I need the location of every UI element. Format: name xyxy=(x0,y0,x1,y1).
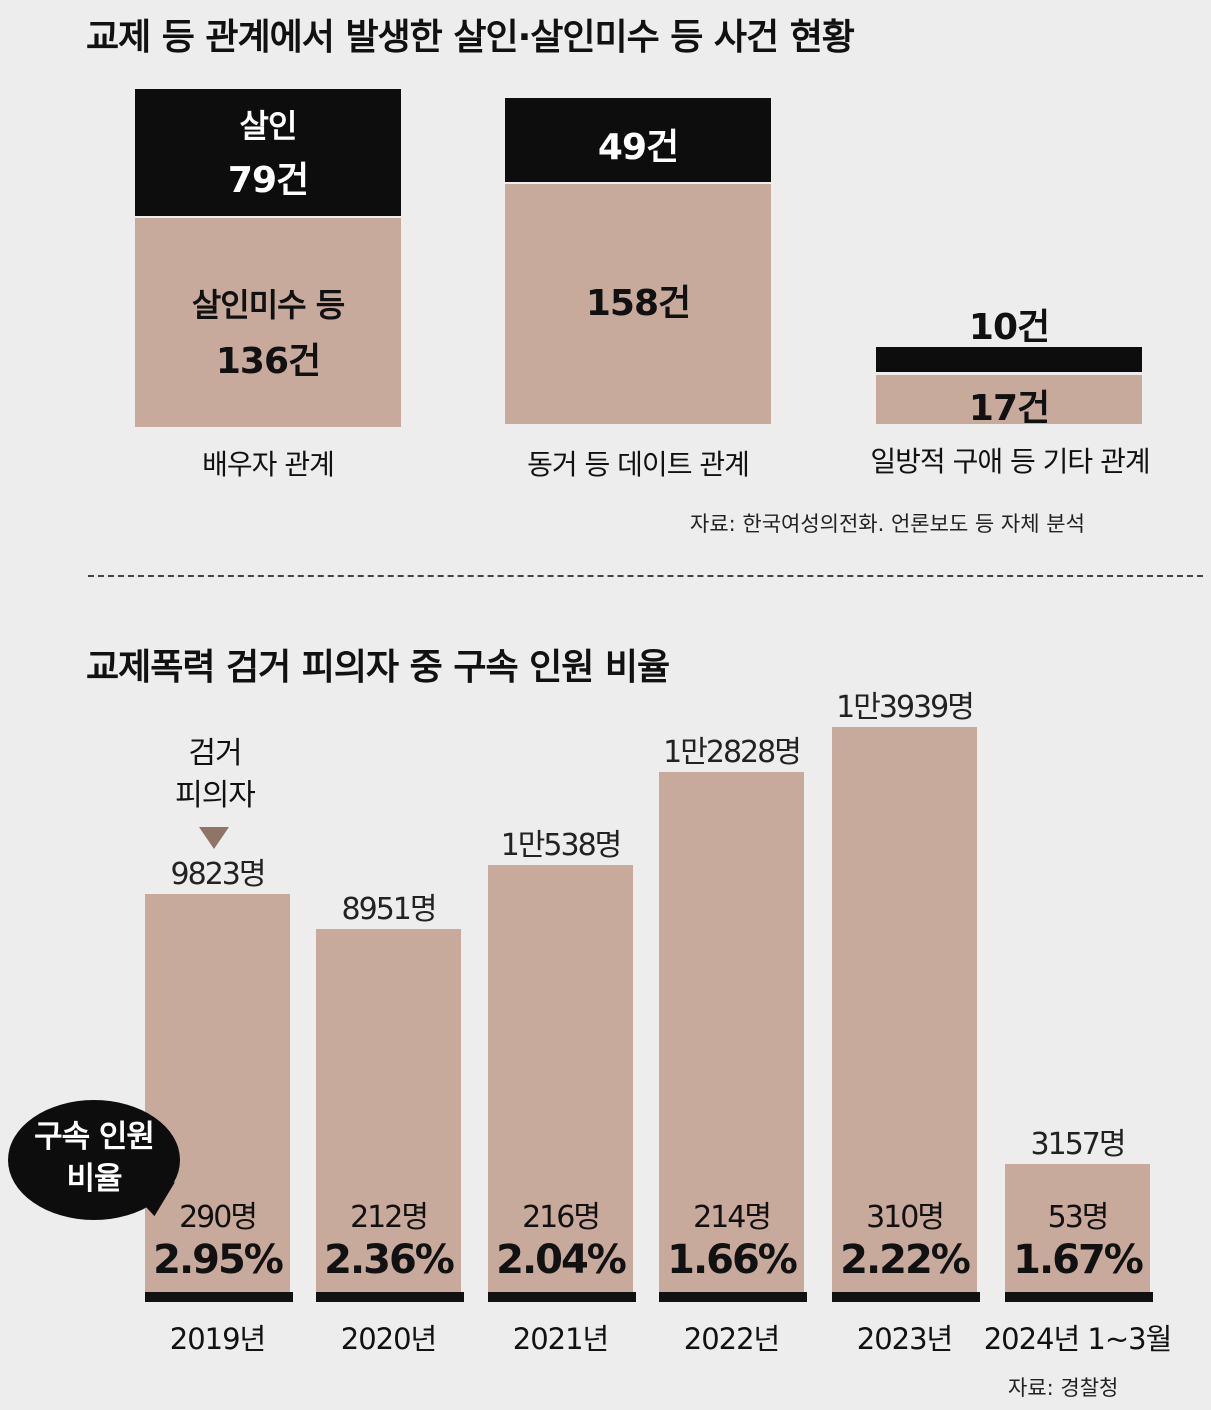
bar-total-3 xyxy=(659,772,804,1292)
suspect-annotation-line1: 검거 xyxy=(188,736,242,771)
ratio-label-3: 1.66% xyxy=(667,1237,798,1283)
bar-arrested-3 xyxy=(659,1292,807,1302)
category-label-dating: 동거 등 데이트 관계 xyxy=(527,448,750,481)
ratio-label-0: 2.95% xyxy=(153,1237,284,1283)
section-divider xyxy=(88,575,1203,577)
category-label-spouse: 배우자 관계 xyxy=(202,448,335,481)
ratio-label-4: 2.22% xyxy=(840,1237,971,1283)
bubble-line2: 비율 xyxy=(66,1161,122,1197)
chart1-title: 교제 등 관계에서 발생한 살인·살인미수 등 사건 현황 xyxy=(86,17,855,58)
total-label-4: 1만3939명 xyxy=(836,690,975,725)
chart1-source: 자료: 한국여성의전화. 언론보도 등 자체 분석 xyxy=(690,512,1085,536)
murder-value-dating: 49건 xyxy=(597,127,679,168)
ratio-speech-bubble: 구속 인원 비율 xyxy=(8,1100,180,1220)
ratio-label-5: 1.67% xyxy=(1013,1237,1144,1283)
attempt-header-label: 살인미수 등 xyxy=(191,286,345,324)
ratio-label-2: 2.04% xyxy=(496,1237,627,1283)
chart2-source: 자료: 경찰청 xyxy=(1008,1376,1119,1400)
category-label-other: 일방적 구애 등 기타 관계 xyxy=(870,445,1150,478)
year-label-2: 2021년 xyxy=(512,1322,609,1356)
bar-murder-dating: 49건 xyxy=(505,98,771,182)
total-label-1: 8951명 xyxy=(341,892,438,927)
bar-total-1 xyxy=(316,929,461,1292)
arrested-label-1: 212명 xyxy=(350,1200,429,1235)
bar-arrested-2 xyxy=(488,1292,636,1302)
bar-attempt-dating: 158건 xyxy=(505,184,771,424)
suspect-annotation: 검거 피의자 xyxy=(150,733,280,817)
year-label-4: 2023년 xyxy=(856,1322,953,1356)
murder-value-spouse: 79건 xyxy=(227,160,309,201)
bar-arrested-5 xyxy=(1005,1292,1153,1302)
bar-attempt-spouse: 살인미수 등 136건 xyxy=(135,218,401,427)
bubble-line1: 구속 인원 xyxy=(34,1119,155,1155)
attempt-value-spouse: 136건 xyxy=(215,341,321,382)
bar-murder-other xyxy=(876,347,1142,372)
arrested-label-4: 310명 xyxy=(866,1200,945,1235)
year-label-0: 2019년 xyxy=(169,1322,266,1356)
murder-value-other: 10건 xyxy=(968,307,1050,348)
bar-total-0 xyxy=(145,894,290,1292)
bar-attempt-other: 17건 xyxy=(876,375,1142,429)
year-label-5: 2024년 1~3월 xyxy=(983,1322,1173,1356)
bar-total-2 xyxy=(488,865,633,1292)
murder-header-label: 살인 xyxy=(239,107,298,145)
arrested-label-2: 216명 xyxy=(522,1200,601,1235)
year-label-3: 2022년 xyxy=(683,1322,780,1356)
attempt-value-dating: 158건 xyxy=(585,283,691,324)
bar-total-4 xyxy=(832,727,977,1292)
total-label-3: 1만2828명 xyxy=(663,735,802,770)
down-arrow-icon xyxy=(199,827,229,849)
total-label-0: 9823명 xyxy=(170,857,267,892)
bar-arrested-0 xyxy=(145,1292,293,1302)
bar-murder-spouse: 살인 79건 xyxy=(135,89,401,216)
arrested-label-0: 290명 xyxy=(179,1200,258,1235)
attempt-value-other: 17건 xyxy=(968,388,1050,429)
year-label-1: 2020년 xyxy=(340,1322,437,1356)
arrested-label-5: 53명 xyxy=(1047,1200,1110,1235)
total-label-2: 1만538명 xyxy=(500,828,623,863)
total-label-5: 3157명 xyxy=(1030,1127,1127,1162)
bar-arrested-4 xyxy=(832,1292,980,1302)
ratio-label-1: 2.36% xyxy=(324,1237,455,1283)
bar-total-5 xyxy=(1005,1164,1150,1292)
arrested-label-3: 214명 xyxy=(693,1200,772,1235)
suspect-annotation-line2: 피의자 xyxy=(175,778,256,813)
bar-arrested-1 xyxy=(316,1292,464,1302)
chart2-title: 교제폭력 검거 피의자 중 구속 인원 비율 xyxy=(86,647,670,688)
